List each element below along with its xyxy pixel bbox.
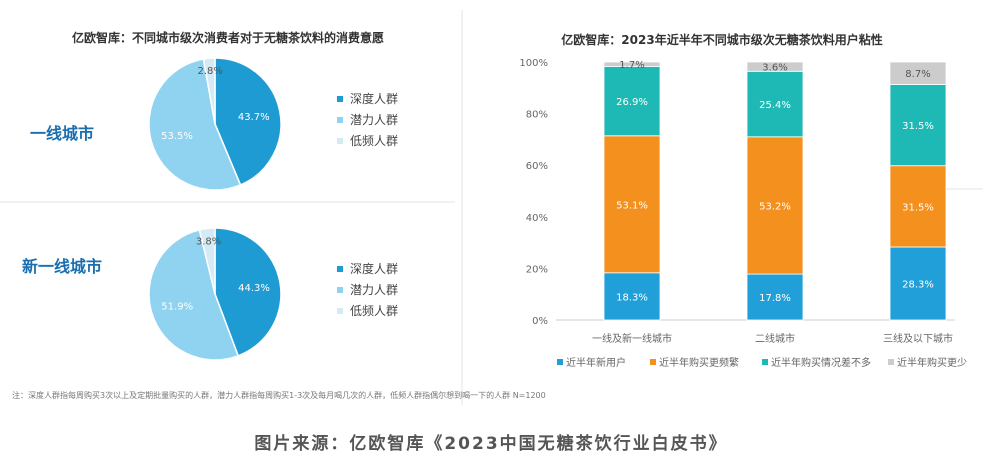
pie-slice-label: 3.8% [196,236,221,247]
legend-swatch [337,96,343,102]
bar-segment [889,61,947,85]
bar-data-label: 26.9% [616,97,648,108]
y-tick-label: 40% [526,213,548,224]
legend-swatch [337,287,343,293]
pie-slice [202,57,216,125]
legend-label: 深度人群 [350,91,398,106]
bar-legend: 近半年新用户 近半年购买更频繁 近半年购买情况差不多 近半年购买更少 [557,356,967,369]
bar-data-label: 18.3% [616,292,648,303]
pie-slices [148,227,282,361]
pie-slice-label: 51.9% [161,302,193,313]
bar-data-label: 8.7% [905,69,930,80]
bar-segment [603,65,661,137]
x-axis-labels: 一线及新一线城市 二线城市 三线及以下城市 [592,332,953,345]
bar-segment [746,61,804,72]
bar-data-label: 1.7% [619,60,644,71]
legend-label: 近半年购买更少 [897,356,967,369]
footnote: 注：深度人群指每周购买3次以上及定期批量购买的人群，潜力人群指每周购买1-3次及… [12,390,546,400]
x-tick-label: 一线及新一线城市 [592,332,672,345]
legend-swatch [762,359,768,365]
pie-slice [198,227,216,295]
legend-label: 低频人群 [350,134,398,148]
bar-segment [889,84,947,167]
bar-segment [603,272,661,321]
bar-segment [746,70,804,138]
pie-slice-label: 44.3% [238,283,270,294]
pie-slice [148,58,242,191]
legend-swatch [888,359,894,365]
pie-title: 一线城市 [30,124,94,143]
bar-segment [746,136,804,275]
bar-data-label: 31.5% [902,202,934,213]
bar-data-label: 31.5% [902,121,934,132]
pie-slice-label: 2.8% [197,66,222,77]
bar-data-label: 28.3% [902,280,934,291]
left-panel-title: 亿欧智库：不同城市级次消费者对于无糖茶饮料的消费意愿 [72,30,384,45]
y-tick-label: 60% [526,161,548,172]
bar-chart-title: 亿欧智库：2023年近半年不同城市级次无糖茶饮料用户粘性 [561,32,882,47]
legend-label: 近半年购买情况差不多 [771,356,871,369]
legend-swatch [337,117,343,123]
legend-label: 低频人群 [350,304,398,318]
pie-slice [148,228,240,361]
bar-data-label: 53.1% [616,200,648,211]
legend-swatch [337,266,343,272]
legend-label: 近半年购买更频繁 [659,356,739,369]
bar-data-label: 3.6% [762,63,787,74]
bar-data-label: 25.4% [759,100,791,111]
legend-label: 近半年新用户 [566,356,626,369]
bar-segment [603,135,661,274]
bar-segment [889,246,947,321]
pie-slices [148,57,282,191]
image-source-caption: 图片来源：亿欧智库《2023中国无糖茶饮行业白皮书》 [254,433,727,454]
pie-slice [214,227,282,357]
x-tick-label: 二线城市 [755,332,795,345]
pie-title: 新一线城市 [22,257,102,276]
legend-label: 深度人群 [350,261,398,276]
bar-segment [746,273,804,321]
y-tick-label: 80% [526,110,548,121]
y-tick-label: 0% [532,316,548,327]
bar-data-label: 53.2% [759,201,791,212]
legend-swatch [557,359,563,365]
y-tick-label: 100% [519,58,548,69]
bar-marks: 18.3% 53.1% 26.9% 1.7% 17.8% 53.2% 25.4% 3.6% 28… [603,60,947,321]
pie-slice-label: 43.7% [238,112,270,123]
legend-swatch [337,308,343,314]
legend-label: 潜力人群 [350,283,398,297]
bar-segment [603,61,661,67]
bar-data-label: 17.8% [759,293,791,304]
legend-swatch [337,138,343,144]
legend-label: 潜力人群 [350,113,398,127]
pie-slice [214,57,282,186]
stacked-bar-chart: 亿欧智库：2023年近半年不同城市级次无糖茶饮料用户粘性 0% 20% 40% 60%… [519,32,967,369]
pie-labels: 43.7% 53.5% 2.8% [161,66,270,142]
x-tick-label: 三线及以下城市 [883,332,953,345]
legend-swatch [650,359,656,365]
pie-slice-label: 53.5% [161,131,193,142]
y-tick-label: 20% [526,264,548,275]
pie-labels: 44.3% 51.9% 3.8% [161,236,270,312]
